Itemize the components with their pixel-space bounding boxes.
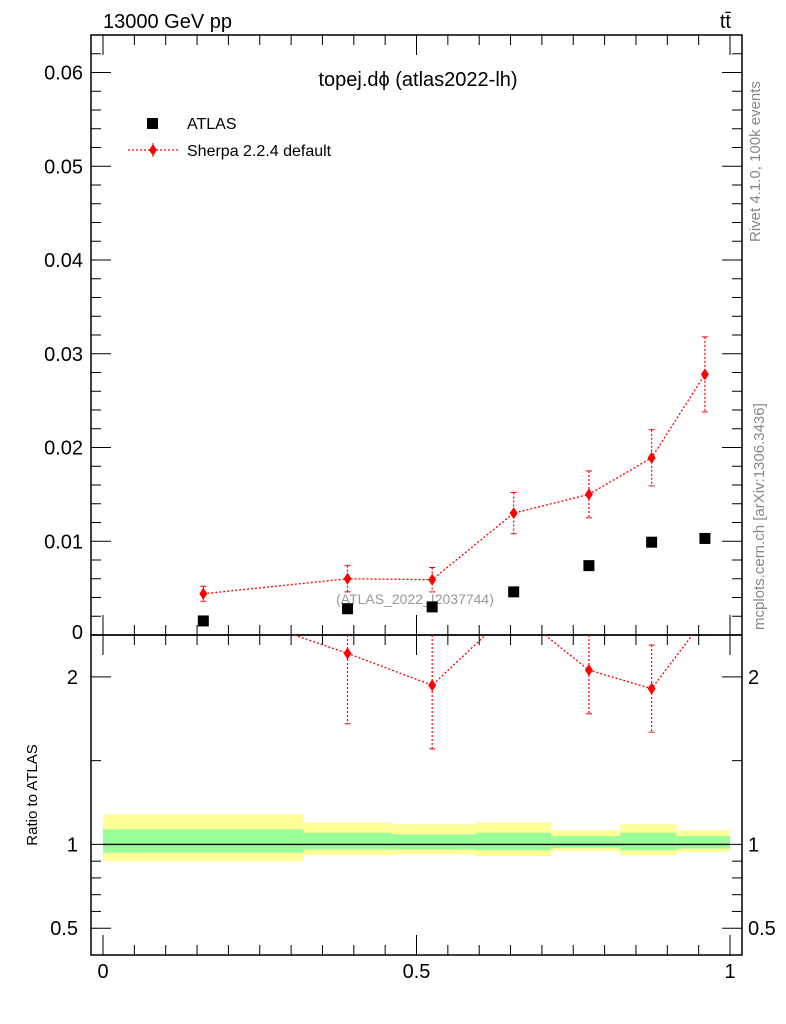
ratio-band-green	[303, 832, 392, 850]
ratio-mc-series	[294, 634, 693, 750]
data-point	[699, 532, 711, 544]
mc-point	[428, 573, 437, 586]
ratio-ylabel: Ratio to ATLAS	[24, 744, 41, 845]
ratio-ytick-label-left: 0.5	[50, 918, 78, 940]
energy-label: 13000 GeV pp	[103, 11, 232, 33]
ratio-mc-point	[428, 679, 437, 692]
ratio-band-green	[103, 829, 304, 853]
data-point	[426, 601, 438, 613]
legend-data-label: ATLAS	[187, 116, 237, 133]
ratio-panel-frame	[90, 634, 743, 956]
ratio-mc-point	[584, 664, 593, 677]
ratio-y-ticks: 0.5 0.5 1 1 2 2	[50, 667, 776, 940]
mc-line	[203, 374, 706, 595]
ratio-ytick-label-right: 1	[748, 834, 759, 856]
data-point	[197, 615, 209, 627]
chart-title: topej.dϕ (atlas2022-lh)	[318, 69, 517, 91]
legend-mc-marker	[149, 144, 157, 156]
main-ytick-label: 0.03	[44, 344, 83, 366]
rivet-label: Rivet 4.1.0, 100k events	[747, 81, 764, 242]
ratio-mc-point	[343, 647, 352, 660]
ratio-mc-line	[544, 634, 693, 690]
ratio-band-green	[391, 834, 477, 850]
ratio-bands	[103, 814, 730, 862]
data-series	[197, 532, 711, 627]
ratio-band-green	[676, 836, 730, 849]
main-ytick-label: 0.02	[44, 438, 83, 460]
ratio-ytick-label-left: 2	[67, 667, 78, 689]
x-tick-label: 0.5	[403, 961, 431, 983]
main-ytick-label: 0.05	[44, 156, 83, 178]
x-tick-label: 0	[97, 961, 108, 983]
ratio-mc-line	[294, 634, 486, 687]
mc-point	[343, 572, 352, 585]
ratio-ytick-label-right: 0.5	[748, 918, 776, 940]
main-ytick-label: 0.06	[44, 63, 83, 85]
data-point	[508, 586, 520, 598]
mc-point	[509, 507, 518, 520]
main-ytick-label: 0.04	[44, 250, 83, 272]
mc-point	[700, 368, 709, 381]
legend: ATLAS Sherpa 2.2.4 default	[128, 116, 332, 160]
mc-series	[199, 336, 709, 602]
watermark: (ATLAS_2022_I2037744)	[336, 591, 494, 607]
ratio-band-green	[620, 832, 677, 851]
site-label: mcplots.cern.ch [arXiv:1306.3436]	[751, 403, 768, 630]
ratio-ytick-label-left: 1	[67, 834, 78, 856]
data-point	[342, 603, 354, 615]
process-label: tt̄	[720, 11, 732, 33]
ratio-ytick-label-right: 2	[748, 667, 759, 689]
legend-data-marker	[147, 118, 158, 129]
ratio-mc-point	[647, 682, 656, 695]
ratio-band-green	[476, 832, 552, 851]
mc-point	[199, 587, 208, 600]
main-y-ticks: 0 0.01 0.02 0.03 0.04 0.05 0.06	[44, 53, 742, 644]
data-point	[583, 560, 595, 572]
mc-point	[647, 451, 656, 464]
x-tick-label: 1	[724, 961, 735, 983]
ratio-band-green	[551, 836, 621, 848]
legend-mc-label: Sherpa 2.2.4 default	[187, 143, 332, 160]
mc-point	[584, 488, 593, 501]
x-ticks: 0 0.5 1	[97, 35, 736, 983]
main-ytick-label: 0	[72, 622, 83, 644]
main-ytick-label: 0.01	[44, 531, 83, 553]
data-point	[646, 536, 658, 548]
